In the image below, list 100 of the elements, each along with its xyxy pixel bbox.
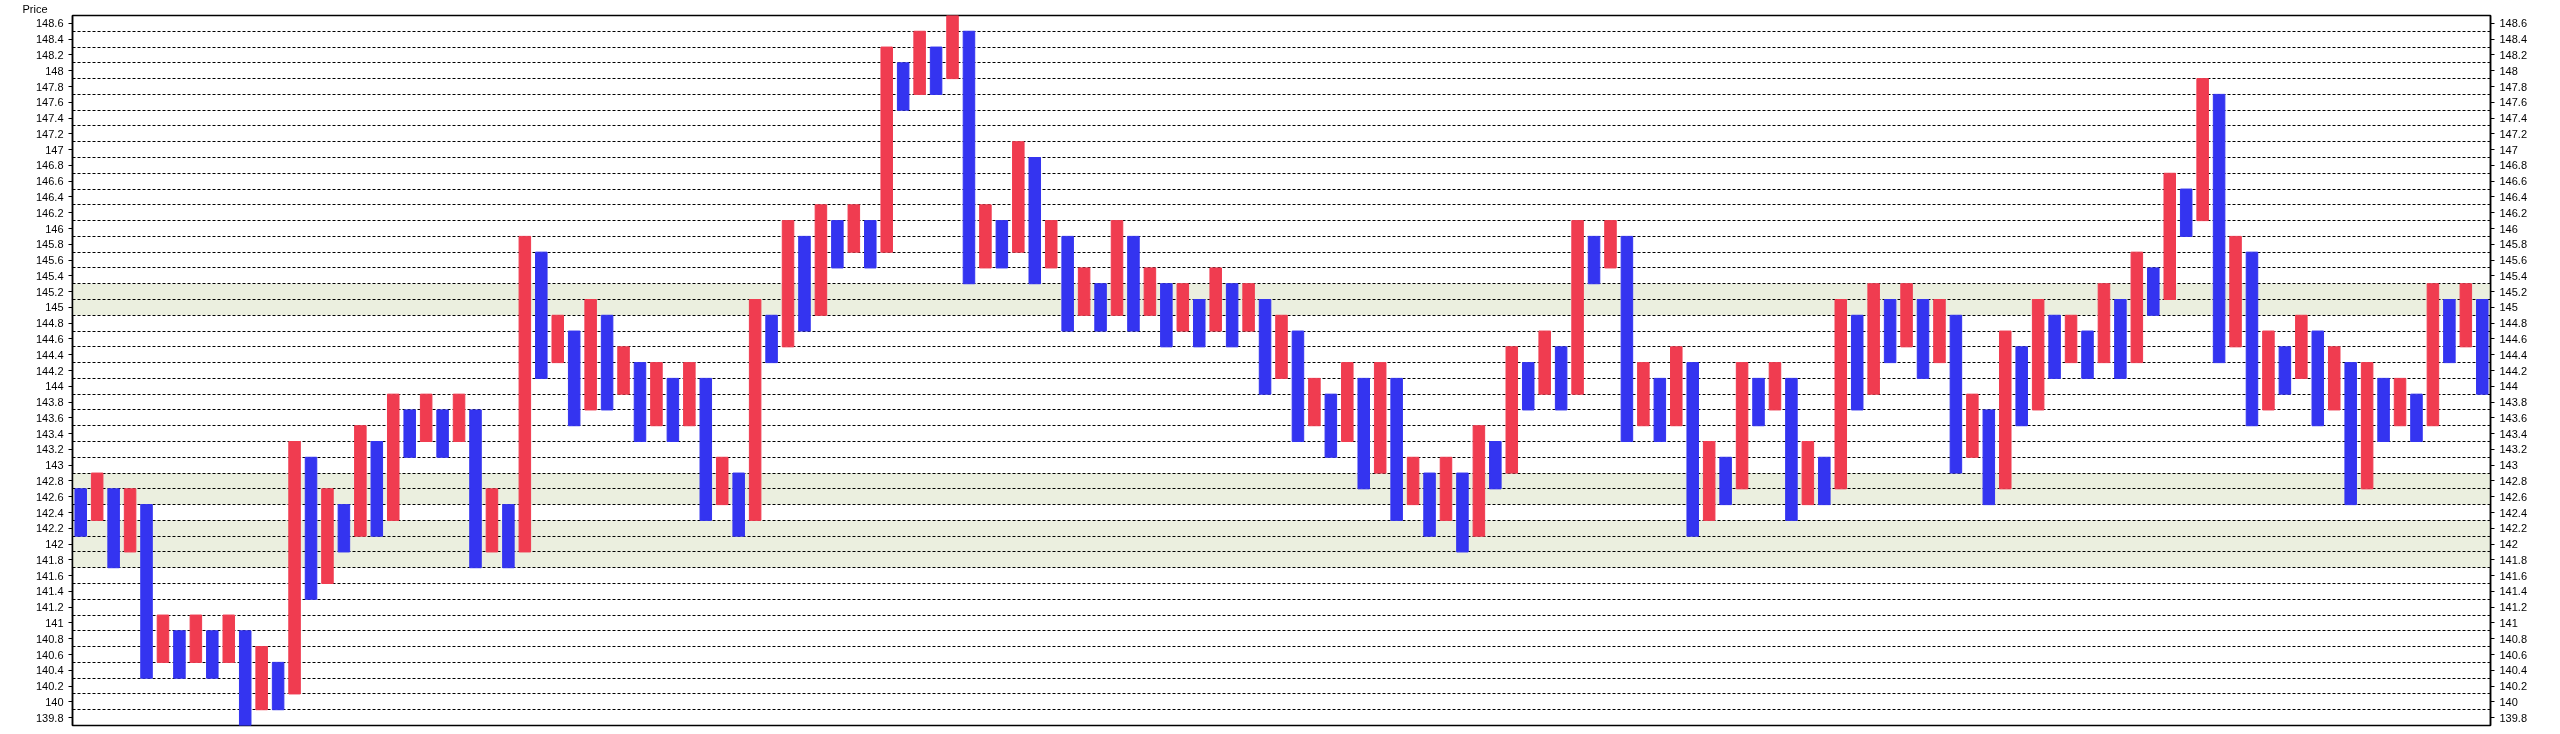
bar	[1521, 362, 1535, 411]
bar	[1143, 267, 1157, 316]
bar	[2245, 251, 2259, 427]
bar	[1505, 346, 1519, 474]
y-tick-label: 144	[45, 380, 64, 393]
y-tick-label: 142	[45, 538, 64, 551]
bar	[403, 409, 416, 458]
bar	[1604, 220, 1617, 269]
bar	[189, 614, 203, 663]
bar	[518, 235, 532, 553]
y2-tick-label: 141	[2499, 616, 2518, 629]
bar	[584, 299, 597, 411]
bar	[666, 377, 680, 442]
bar	[551, 314, 564, 364]
y-tick-label: 146.6	[35, 175, 64, 188]
bar	[1834, 299, 1848, 490]
y2-tick-label: 143	[2499, 459, 2518, 472]
bar	[1456, 472, 1469, 553]
bar	[1242, 283, 1255, 332]
y2-tick-label: 148.2	[2499, 48, 2528, 61]
y-tick-label: 146.4	[35, 190, 64, 203]
bar	[1620, 235, 1634, 442]
bar	[1637, 362, 1650, 427]
bar	[1472, 425, 1486, 537]
y2-tick-label: 144.2	[2499, 364, 2528, 377]
y2-tick-label: 147.4	[2499, 112, 2528, 125]
y2-tick-label: 145.2	[2499, 285, 2528, 298]
bar	[1176, 283, 1190, 332]
y2-tick-label: 141.2	[2499, 601, 2528, 614]
bar	[337, 504, 351, 553]
bar	[2212, 93, 2226, 364]
bar	[2459, 283, 2473, 348]
bar	[1818, 456, 1831, 506]
y2-tick-label: 139.8	[2499, 711, 2528, 724]
bar	[2130, 251, 2144, 364]
bar	[1127, 235, 1140, 332]
bar	[1653, 377, 1667, 442]
bar	[1044, 220, 1058, 269]
y-tick-label: 147.4	[35, 112, 64, 125]
bar	[2476, 299, 2489, 395]
bar	[1357, 377, 1370, 490]
y-axis-title: Price	[22, 3, 48, 15]
bar	[1341, 362, 1354, 442]
bar	[1883, 299, 1897, 364]
bar	[2015, 346, 2028, 427]
y-tick-label: 139.8	[35, 711, 64, 724]
bar	[354, 425, 367, 537]
bar	[1571, 220, 1584, 395]
bar	[2163, 172, 2176, 300]
bar	[1735, 362, 1749, 490]
y-tick-label: 142.4	[35, 506, 64, 519]
y2-tick-label: 145.8	[2499, 238, 2528, 251]
y2-tick-label: 142.4	[2499, 506, 2528, 519]
y-tick-label: 146.8	[35, 159, 64, 172]
bar	[1982, 409, 1996, 506]
bar	[1061, 235, 1074, 332]
bar	[1900, 283, 1913, 348]
bar	[1933, 299, 1946, 364]
y2-tick-label: 145	[2499, 301, 2518, 314]
bar	[650, 362, 663, 427]
bar	[90, 472, 104, 521]
bar	[683, 362, 696, 427]
bar	[288, 441, 301, 695]
y-tick-label: 145.6	[35, 254, 64, 267]
bar	[1291, 330, 1305, 442]
y-tick-label: 144.2	[35, 364, 64, 377]
y2-tick-label: 142.6	[2499, 490, 2528, 503]
bar	[123, 488, 137, 553]
bar	[748, 299, 762, 521]
y-tick-label: 142.2	[35, 522, 64, 535]
bar	[1439, 456, 1453, 521]
bar	[1966, 393, 1979, 458]
y2-tick-label: 148.4	[2499, 33, 2528, 46]
bar	[2327, 346, 2341, 411]
bar	[2410, 393, 2423, 442]
bar	[1702, 441, 1716, 521]
bar	[1916, 299, 1930, 379]
y-tick-label: 140.2	[35, 680, 64, 693]
bar	[419, 393, 433, 442]
y-tick-label: 140	[45, 695, 64, 708]
bar	[880, 46, 893, 253]
y2-tick-label: 142.2	[2499, 522, 2528, 535]
bar	[1489, 441, 1502, 490]
y-tick-label: 145	[45, 301, 64, 314]
bar	[2031, 299, 2045, 411]
bar	[929, 46, 943, 95]
bar	[1390, 377, 1403, 521]
y-tick-label: 141.8	[35, 553, 64, 566]
y2-tick-label: 147.6	[2499, 96, 2528, 109]
bar	[2262, 330, 2275, 411]
bar	[2278, 346, 2292, 395]
y-tick-label: 144.8	[35, 317, 64, 330]
y2-tick-label: 140	[2499, 695, 2518, 708]
bar	[831, 220, 844, 269]
bar	[1785, 377, 1798, 521]
bar	[271, 661, 285, 711]
y2-tick-label: 144.6	[2499, 332, 2528, 345]
bar	[1160, 283, 1173, 348]
bar	[1258, 299, 1272, 395]
y2-tick-label: 143.4	[2499, 427, 2528, 440]
